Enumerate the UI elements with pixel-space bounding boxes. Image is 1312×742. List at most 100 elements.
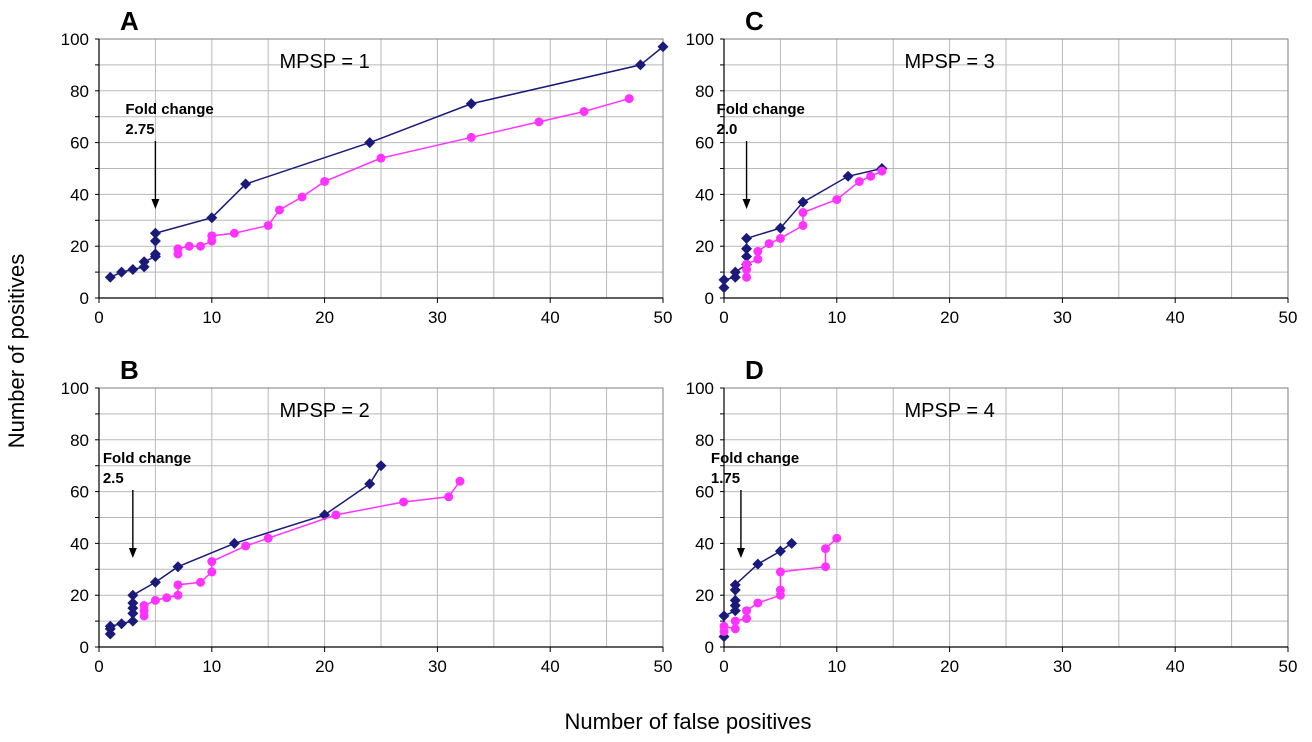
x-tick-label: 10	[202, 308, 221, 327]
data-point-circle	[742, 606, 752, 616]
data-point-diamond	[127, 264, 139, 276]
data-point-circle	[742, 259, 752, 269]
y-tick-label: 40	[695, 185, 714, 204]
annotation-arrowhead	[128, 548, 137, 558]
data-point-circle	[207, 567, 217, 577]
data-point-diamond	[752, 558, 764, 570]
data-point-circle	[173, 580, 183, 590]
data-point-diamond	[116, 618, 128, 630]
annotation-arrowhead	[736, 548, 745, 558]
panel-b: 0 10 20 30 40 50 0 20 40 60 80 100 B MPSP = 2 Fold cha…	[61, 355, 673, 676]
data-point-circle	[866, 171, 876, 181]
data-point-circle	[753, 254, 763, 264]
data-point-diamond	[149, 576, 161, 588]
data-point-diamond	[718, 274, 730, 286]
y-tick-label: 20	[695, 237, 714, 256]
x-tick-label: 50	[1279, 308, 1298, 327]
x-tick-label: 50	[654, 657, 673, 676]
y-tick-label: 0	[705, 638, 714, 657]
data-point-diamond	[364, 478, 376, 490]
y-tick-label: 60	[695, 483, 714, 502]
x-tick-label: 40	[541, 657, 560, 676]
annotation-arrowhead	[742, 199, 751, 209]
y-tick-label: 60	[695, 134, 714, 153]
data-point-circle	[775, 567, 785, 577]
data-point-circle	[753, 246, 763, 256]
data-point-circle	[719, 621, 729, 631]
data-point-diamond	[127, 589, 139, 601]
data-point-diamond	[786, 537, 798, 549]
y-tick-label: 80	[70, 431, 89, 450]
panel-a: 0 10 20 30 40 50 0 20 40 60 80 100 A MPSP = 1 Fold cha…	[61, 6, 673, 327]
panel-title: MPSP = 3	[904, 51, 994, 73]
data-point-circle	[753, 598, 763, 608]
data-point-circle	[775, 233, 785, 243]
data-point-diamond	[729, 266, 741, 278]
data-point-diamond	[116, 266, 128, 278]
data-point-circle	[297, 192, 307, 202]
data-point-diamond	[741, 251, 753, 263]
x-tick-label: 0	[719, 657, 728, 676]
data-point-circle	[821, 544, 831, 554]
x-tick-label: 0	[719, 308, 728, 327]
data-point-diamond	[364, 137, 376, 149]
data-point-diamond	[138, 256, 150, 268]
panel-title: MPSP = 2	[279, 400, 369, 422]
annotation-label: Fold change	[717, 101, 805, 118]
data-point-circle	[832, 195, 842, 205]
data-point-diamond	[797, 196, 809, 208]
annotation-label: Fold change	[711, 450, 799, 467]
data-point-diamond	[127, 615, 139, 627]
annotation-arrowhead	[151, 199, 160, 209]
y-axis-label: Number of positives	[4, 254, 29, 448]
data-point-circle	[730, 624, 740, 634]
data-point-diamond	[104, 271, 116, 283]
data-point-circle	[173, 244, 183, 254]
data-point-circle	[821, 562, 831, 572]
data-point-circle	[331, 510, 341, 520]
data-point-diamond	[149, 235, 161, 247]
data-point-diamond	[718, 282, 730, 294]
x-tick-label: 40	[1166, 308, 1185, 327]
data-point-circle	[274, 205, 284, 215]
x-tick-label: 20	[940, 657, 959, 676]
data-point-circle	[455, 476, 465, 486]
data-point-diamond	[657, 41, 669, 53]
data-point-circle	[742, 614, 752, 624]
data-point-diamond	[172, 561, 184, 573]
y-tick-label: 80	[695, 82, 714, 101]
data-point-circle	[162, 593, 172, 603]
data-point-circle	[624, 94, 634, 104]
x-tick-label: 30	[1053, 657, 1072, 676]
panel-c: 0 10 20 30 40 50 0 20 40 60 80 100 C MPSP = 3 Fold cha…	[686, 6, 1298, 327]
data-point-circle	[854, 176, 864, 186]
data-point-diamond	[718, 610, 730, 622]
data-point-diamond	[634, 59, 646, 71]
data-point-diamond	[729, 579, 741, 591]
data-point-circle	[764, 239, 774, 249]
data-point-circle	[196, 577, 206, 587]
annotation-label: Fold change	[125, 101, 213, 118]
annotation-value: 2.75	[125, 121, 154, 138]
data-point-diamond	[465, 98, 477, 110]
data-point-diamond	[149, 227, 161, 239]
data-point-diamond	[741, 243, 753, 255]
annotation-value: 2.0	[717, 121, 738, 138]
data-point-circle	[173, 590, 183, 600]
panel-letter: B	[120, 355, 139, 385]
series-line	[143, 480, 461, 616]
y-tick-label: 20	[70, 237, 89, 256]
x-tick-label: 30	[1053, 308, 1072, 327]
y-tick-label: 100	[61, 30, 89, 49]
y-tick-label: 0	[80, 289, 89, 308]
data-point-circle	[742, 272, 752, 282]
x-tick-label: 0	[94, 308, 103, 327]
data-point-circle	[798, 220, 808, 230]
x-tick-label: 30	[428, 308, 447, 327]
y-tick-label: 40	[70, 185, 89, 204]
panel-title: MPSP = 1	[279, 51, 369, 73]
x-tick-label: 40	[541, 308, 560, 327]
y-tick-label: 80	[695, 431, 714, 450]
x-tick-label: 20	[315, 308, 334, 327]
data-point-circle	[150, 595, 160, 605]
